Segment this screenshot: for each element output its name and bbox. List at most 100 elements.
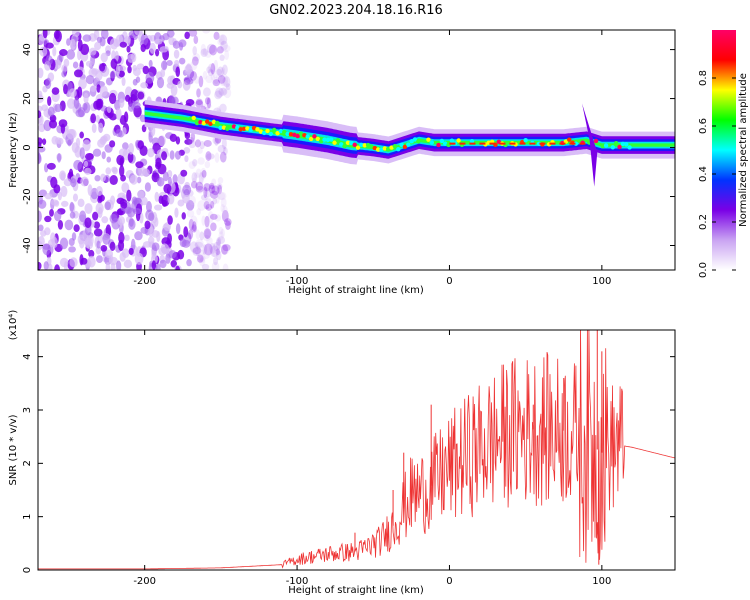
noise-speck — [177, 80, 183, 89]
noise-speck — [204, 229, 211, 239]
noise-speck — [212, 79, 221, 87]
noise-speck — [72, 61, 79, 69]
noise-speck — [184, 138, 193, 145]
noise-speck — [69, 257, 78, 268]
noise-speck — [163, 183, 172, 194]
hotspot — [238, 127, 243, 132]
noise-speck — [59, 237, 69, 250]
noise-speck — [139, 114, 146, 123]
noise-speck — [132, 208, 142, 215]
x-tick-label: -200 — [133, 276, 156, 287]
hotspot — [194, 120, 200, 126]
noise-speck — [148, 59, 153, 68]
noise-speck — [66, 128, 76, 139]
noise-speck — [70, 177, 77, 188]
noise-speck — [174, 150, 181, 160]
noise-speck — [192, 158, 198, 167]
noise-speck — [79, 210, 87, 223]
noise-speck — [68, 88, 77, 98]
noise-speck — [195, 238, 204, 250]
noise-speck — [175, 136, 181, 145]
hotspot — [228, 124, 233, 129]
noise-speck — [87, 255, 96, 268]
noise-speck — [149, 42, 156, 54]
hotspot — [288, 132, 294, 137]
noise-speck — [216, 192, 226, 200]
noise-speck — [151, 242, 160, 252]
noise-speck — [196, 88, 201, 98]
noise-speck — [208, 63, 214, 71]
noise-speck — [154, 48, 160, 57]
noise-speck — [155, 157, 162, 168]
hotspot — [255, 127, 260, 132]
noise-speck — [154, 217, 159, 227]
noise-speck — [202, 48, 207, 56]
noise-speck — [84, 217, 92, 229]
noise-speck — [140, 43, 146, 53]
noise-speck — [115, 64, 121, 76]
hotspot — [627, 145, 632, 150]
noise-speck — [175, 223, 181, 235]
hotspot — [225, 126, 230, 131]
noise-speck — [69, 211, 76, 219]
noise-speck — [59, 257, 69, 268]
noise-speck — [127, 53, 135, 63]
noise-speck — [134, 231, 143, 241]
noise-speck — [137, 140, 145, 150]
noise-speck — [84, 167, 92, 176]
noise-speck — [91, 123, 97, 134]
noise-speck — [109, 213, 118, 224]
noise-speck — [213, 76, 219, 85]
noise-speck — [205, 75, 213, 84]
noise-speck — [204, 198, 212, 205]
noise-speck — [115, 107, 122, 120]
noise-speck — [177, 199, 185, 207]
hotspot — [379, 147, 384, 152]
hotspot — [329, 137, 334, 142]
noise-speck — [220, 40, 228, 51]
noise-speck — [221, 44, 231, 53]
noise-speck — [73, 224, 80, 233]
noise-speck — [210, 73, 215, 81]
noise-speck — [213, 257, 219, 266]
noise-speck — [223, 76, 231, 88]
noise-speck — [57, 137, 64, 145]
noise-speck — [51, 87, 60, 95]
noise-speck — [186, 63, 192, 72]
hotspot — [613, 140, 619, 146]
noise-speck — [77, 234, 85, 245]
hotspot — [372, 145, 377, 151]
noise-speck — [97, 98, 104, 109]
noise-speck — [191, 224, 197, 233]
noise-speck — [123, 111, 129, 123]
y-tick-label: 0 — [22, 567, 33, 573]
noise-speck — [126, 189, 132, 202]
noise-speck — [154, 191, 160, 202]
hotspot — [265, 128, 270, 134]
noise-speck — [192, 247, 202, 255]
noise-speck — [53, 184, 61, 194]
y-tick-label: 3 — [22, 407, 33, 413]
noise-speck — [222, 244, 231, 252]
spectrogram-x-ticks: -200 -100 0 100 — [133, 30, 611, 287]
colorbar-gradient — [712, 30, 736, 270]
noise-speck — [38, 105, 43, 112]
hotspot — [245, 126, 250, 131]
snr-marks — [38, 330, 675, 570]
hotspot — [389, 145, 394, 150]
noise-speck — [215, 239, 221, 250]
noise-speck — [166, 60, 173, 67]
hotspot — [302, 133, 307, 138]
spectrogram-y-ticks: -40 -20 0 20 40 — [22, 43, 675, 254]
noise-speck — [196, 183, 205, 194]
hotspot — [251, 125, 257, 131]
noise-speck — [174, 207, 179, 218]
noise-speck — [192, 53, 201, 62]
noise-speck — [130, 89, 139, 101]
noise-speck — [206, 97, 212, 109]
snr-x-label: Height of straight line (km) — [288, 585, 424, 596]
y-tick-label: 4 — [22, 353, 33, 359]
noise-speck — [211, 261, 220, 270]
hotspot — [215, 120, 220, 126]
noise-speck — [132, 67, 141, 77]
